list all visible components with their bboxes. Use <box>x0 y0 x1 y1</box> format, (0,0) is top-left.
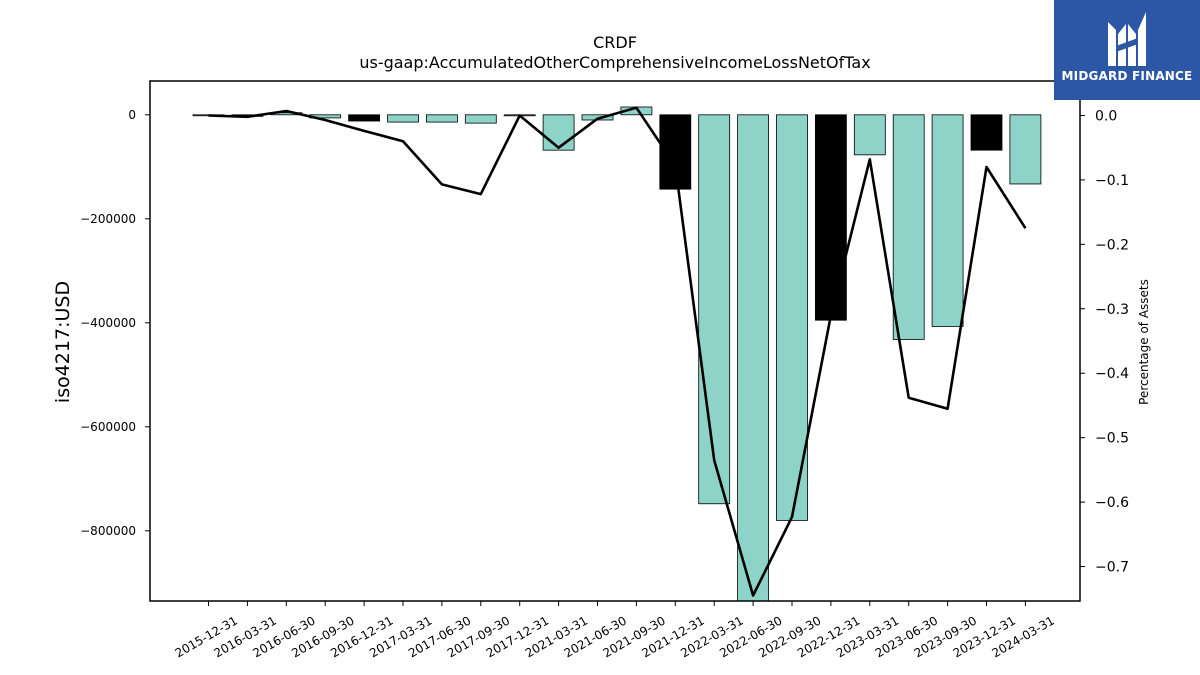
y-tick-label: 0 <box>128 108 136 122</box>
y2-axis-label: Percentage of Assets <box>1137 279 1151 405</box>
bar-2017-06-30 <box>425 114 458 123</box>
y-axis-ticks: 0 −200000 −400000 −600000 −800000 <box>80 108 150 538</box>
bar-2021-03-31 <box>542 114 575 151</box>
bar-2017-03-31 <box>387 114 419 123</box>
bar-2023-12-31 <box>970 114 1003 151</box>
line-series <box>208 106 1027 597</box>
midgard-logo-mark-icon <box>1108 12 1146 66</box>
brand-name: MIDGARD FINANCE <box>1061 69 1193 83</box>
chart-title: CRDF <box>593 33 637 52</box>
brand-logo: MIDGARD FINANCE <box>1054 0 1200 100</box>
chart-subtitle: us-gaap:AccumulatedOtherComprehensiveInc… <box>359 53 870 72</box>
bar-2024-03-31 <box>1009 114 1042 185</box>
plot-frame <box>149 80 1081 602</box>
y-tick-label: −600000 <box>80 420 136 434</box>
bar-2022-06-30 <box>737 114 769 602</box>
y2-axis-ticks: 0.0 −0.1 −0.2 −0.3 −0.4 −0.5 −0.6 −0.7 <box>1080 108 1129 576</box>
y2-tick-label: −0.7 <box>1095 560 1129 576</box>
percentage-line <box>208 106 1027 597</box>
y2-tick-label: −0.6 <box>1095 495 1129 511</box>
bar-2016-12-31 <box>348 114 381 122</box>
bar-2022-03-31 <box>698 114 731 505</box>
bar-2017-09-30 <box>464 114 497 124</box>
y2-tick-label: 0.0 <box>1095 108 1117 124</box>
bar-2023-09-30 <box>931 114 964 327</box>
y-tick-label: −800000 <box>80 524 136 538</box>
y2-tick-label: −0.3 <box>1095 302 1129 318</box>
y-tick-label: −200000 <box>80 212 136 226</box>
bar-2022-12-31 <box>815 114 847 321</box>
bar-2021-12-31 <box>659 114 692 190</box>
y2-tick-label: −0.2 <box>1095 237 1129 253</box>
bar-series <box>192 106 1042 602</box>
y2-tick-label: −0.1 <box>1095 173 1129 189</box>
x-axis-ticks: 2015-12-312016-03-312016-06-302016-09-30… <box>173 601 1057 660</box>
y-axis-label: iso4217:USD <box>52 281 74 403</box>
y-tick-label: −400000 <box>80 316 136 330</box>
bar-2022-09-30 <box>776 114 808 521</box>
y2-tick-label: −0.5 <box>1095 431 1129 447</box>
bar-2023-03-31 <box>853 114 886 156</box>
y2-tick-label: −0.4 <box>1095 366 1129 382</box>
bar-2023-06-30 <box>892 114 925 340</box>
